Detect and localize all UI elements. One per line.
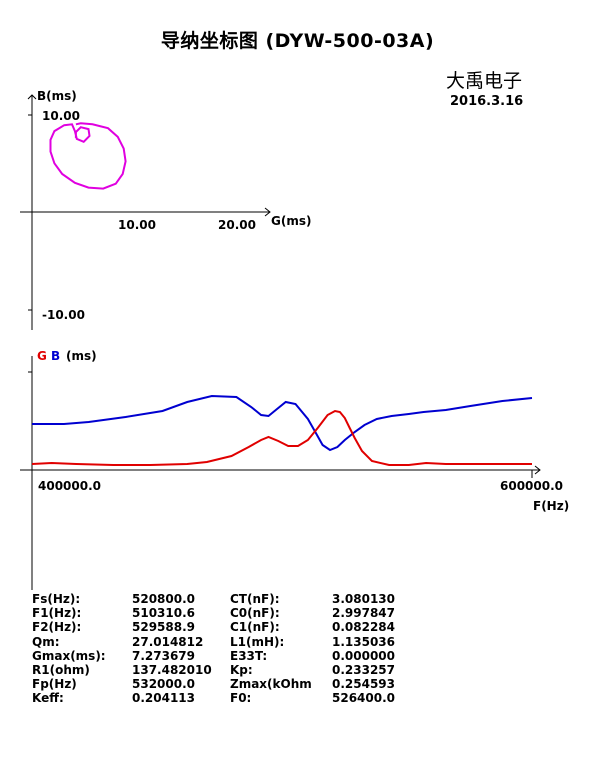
series-b-line (32, 394, 533, 452)
page-title: 导纳坐标图 (DYW-500-03A) (160, 30, 435, 52)
param-label: Zmax(kOhm (230, 677, 312, 692)
b-axis-label: B(ms) (37, 89, 77, 103)
param-value: 0.082284 (332, 620, 396, 635)
b-tick-label: -10.00 (42, 308, 85, 322)
param-label: R1(ohm) (32, 662, 90, 677)
param-label: Fs(Hz): (32, 592, 81, 606)
param-label: L1(mH): (230, 634, 285, 649)
param-label: E33T: (230, 648, 268, 663)
param-value: 7.273679 (132, 648, 196, 663)
g-tick-label: 10.00 (118, 218, 156, 232)
param-value: 27.014812 (132, 634, 204, 649)
legend-unit: (ms) (66, 349, 97, 363)
param-label: F0: (230, 691, 252, 706)
g-axis-label: G(ms) (271, 214, 311, 228)
param-label: F2(Hz): (32, 620, 82, 635)
param-label: Kp: (230, 662, 253, 677)
b-tick-label: 10.00 (42, 109, 80, 123)
date-label: 2016.3.16 (450, 94, 524, 109)
g-axis-arrow-icon (264, 207, 271, 217)
series-g-line (31, 409, 532, 466)
f-tick-label: 600000.0 (500, 479, 563, 493)
param-value: 0.000000 (332, 648, 396, 663)
b-axis-arrow-icon (27, 94, 37, 100)
param-value: 2.997847 (332, 606, 396, 621)
brand-label: 大禹电子 (446, 70, 523, 92)
param-value: 3.080130 (332, 592, 396, 606)
param-label: Qm: (32, 634, 60, 649)
param-value: 0.233257 (332, 662, 396, 677)
param-value: 529588.9 (132, 620, 196, 635)
param-value: 526400.0 (332, 691, 396, 706)
param-value: 0.204113 (132, 691, 196, 706)
param-label: Keff: (32, 691, 64, 706)
param-value: 0.254593 (332, 677, 396, 692)
param-value: 520800.0 (132, 592, 196, 606)
param-label: C1(nF): (230, 620, 280, 635)
param-label: C0(nF): (230, 606, 280, 621)
f-axis-arrow-icon (534, 465, 541, 475)
param-value: 532000.0 (132, 677, 196, 692)
admittance-chart: B(ms) G(ms) 10.00 -10.00 10.00 20.00 (20, 89, 311, 330)
param-value: 510310.6 (132, 606, 196, 621)
admittance-loop (49, 122, 127, 190)
param-label: F1(Hz): (32, 606, 82, 621)
param-label: CT(nF): (230, 592, 280, 606)
param-value: 137.482010 (132, 662, 212, 677)
frequency-chart: G B (ms) 400000.0 600000.0 F(Hz) (20, 349, 569, 590)
f-axis-label: F(Hz) (533, 499, 569, 513)
param-label: Gmax(ms): (32, 648, 106, 663)
param-label: Fp(Hz) (32, 677, 77, 692)
param-value: 1.135036 (332, 634, 396, 649)
legend-g: G (37, 349, 47, 363)
legend-b: B (51, 349, 60, 363)
f-tick-label: 400000.0 (38, 479, 101, 493)
g-tick-label: 20.00 (218, 218, 256, 232)
